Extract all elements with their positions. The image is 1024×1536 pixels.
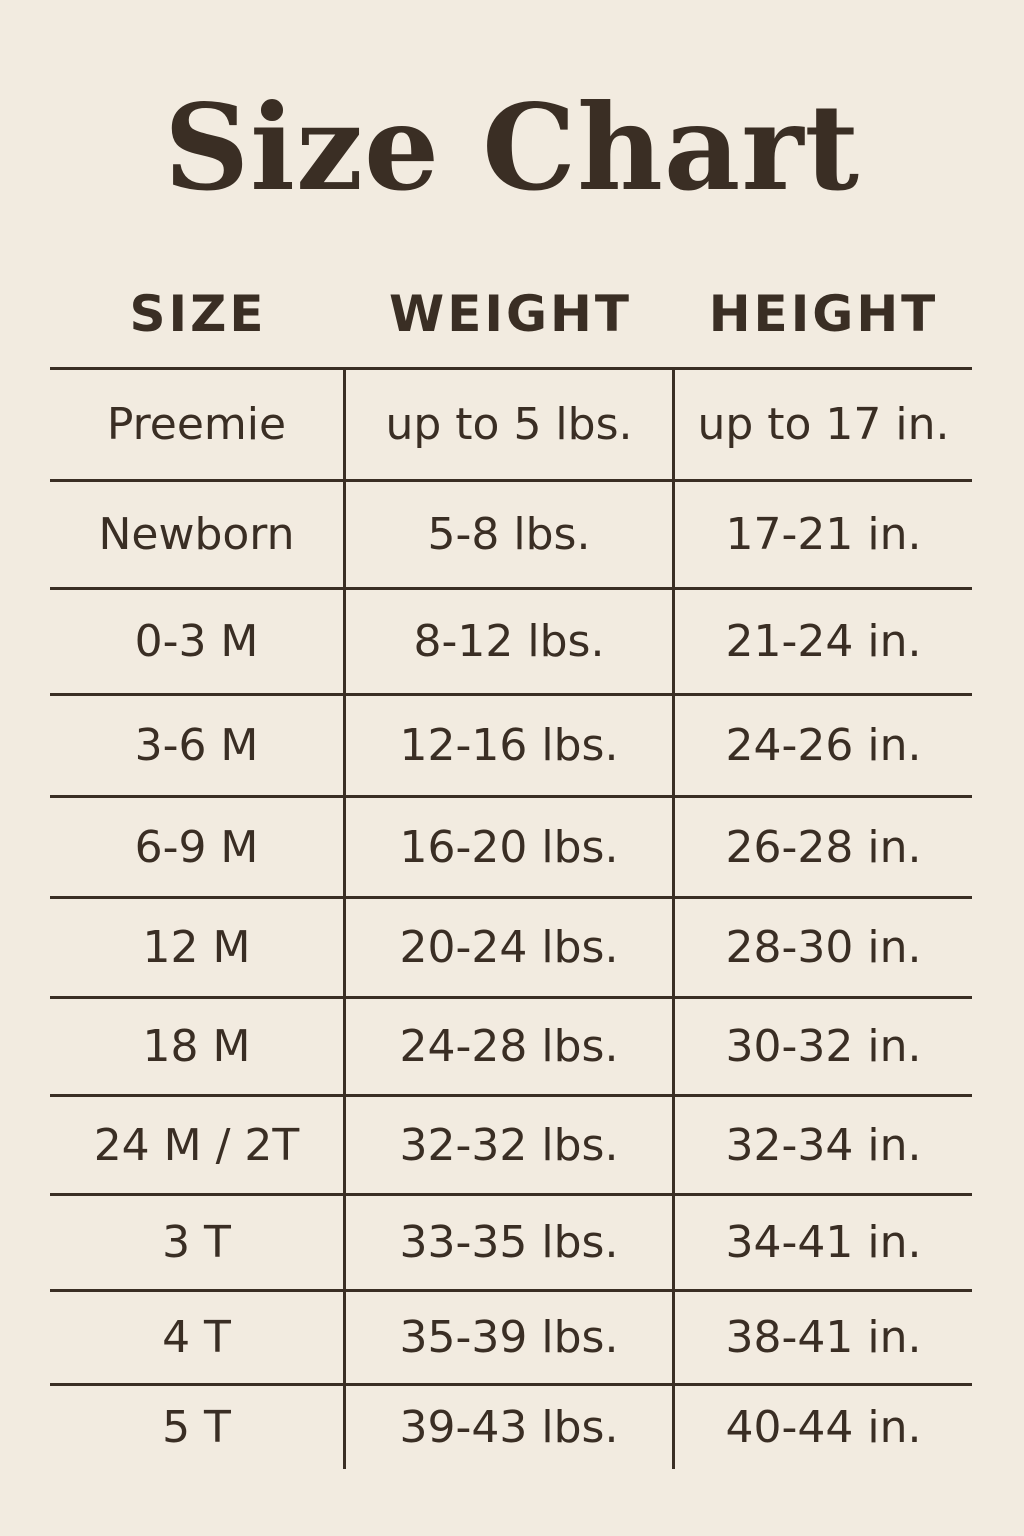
height-cell: 24-26 in.: [725, 720, 922, 771]
size-cell: 3 T: [50, 1196, 346, 1289]
height-cell: 21-24 in.: [725, 616, 922, 667]
weight-cell: 16-20 lbs.: [346, 798, 675, 896]
header-size: SIZE: [129, 285, 267, 343]
weight-cell: 39-43 lbs.: [346, 1386, 675, 1469]
size-table: Preemie up to 5 lbs. up to 17 in. Newborn 5-…: [50, 367, 972, 1469]
weight-cell: 33-35 lbs.: [346, 1196, 675, 1289]
size-cell: 0-3 M: [50, 590, 346, 693]
size-cell: 18 M: [50, 999, 346, 1094]
table-row: 6-9 M 16-20 lbs. 26-28 in.: [50, 795, 972, 896]
weight-cell: 8-12 lbs.: [346, 590, 675, 693]
height-cell: up to 17 in.: [697, 399, 950, 450]
weight-cell: 20-24 lbs.: [346, 899, 675, 996]
size-cell: 4 T: [50, 1292, 346, 1383]
size-cell: 6-9 M: [50, 798, 346, 896]
weight-cell: 5-8 lbs.: [346, 482, 675, 587]
size-cell: 12 M: [50, 899, 346, 996]
header-height: HEIGHT: [708, 285, 939, 343]
size-cell: Preemie: [50, 370, 346, 479]
height-cell: 38-41 in.: [725, 1312, 922, 1363]
weight-cell: 32-32 lbs.: [346, 1097, 675, 1193]
height-cell: 17-21 in.: [725, 509, 922, 560]
table-row: 5 T 39-43 lbs. 40-44 in.: [50, 1383, 972, 1469]
size-cell: 5 T: [50, 1386, 346, 1469]
weight-cell: 24-28 lbs.: [346, 999, 675, 1094]
size-cell: 24 M / 2T: [50, 1097, 346, 1193]
height-cell: 26-28 in.: [725, 821, 922, 873]
table-row: 12 M 20-24 lbs. 28-30 in.: [50, 896, 972, 996]
size-cell: 3-6 M: [50, 696, 346, 795]
table-row: 4 T 35-39 lbs. 38-41 in.: [50, 1289, 972, 1383]
table-row: Newborn 5-8 lbs. 17-21 in.: [50, 479, 972, 587]
table-row: 3-6 M 12-16 lbs. 24-26 in.: [50, 693, 972, 795]
page-title: Size Chart: [163, 78, 861, 217]
height-cell: 28-30 in.: [725, 922, 922, 973]
table-row: 24 M / 2T 32-32 lbs. 32-34 in.: [50, 1094, 972, 1193]
table-row: 18 M 24-28 lbs. 30-32 in.: [50, 996, 972, 1094]
header-weight: WEIGHT: [389, 285, 632, 343]
height-cell: 40-44 in.: [725, 1402, 922, 1453]
table-row: 0-3 M 8-12 lbs. 21-24 in.: [50, 587, 972, 693]
table-header: SIZE WEIGHT HEIGHT: [50, 284, 972, 344]
weight-cell: 35-39 lbs.: [346, 1292, 675, 1383]
table-row: 3 T 33-35 lbs. 34-41 in.: [50, 1193, 972, 1289]
weight-cell: 12-16 lbs.: [346, 696, 675, 795]
height-cell: 30-32 in.: [725, 1021, 922, 1072]
weight-cell: up to 5 lbs.: [346, 370, 675, 479]
size-cell: Newborn: [50, 482, 346, 587]
height-cell: 34-41 in.: [725, 1217, 922, 1268]
table-row: Preemie up to 5 lbs. up to 17 in.: [50, 367, 972, 479]
height-cell: 32-34 in.: [725, 1119, 922, 1171]
